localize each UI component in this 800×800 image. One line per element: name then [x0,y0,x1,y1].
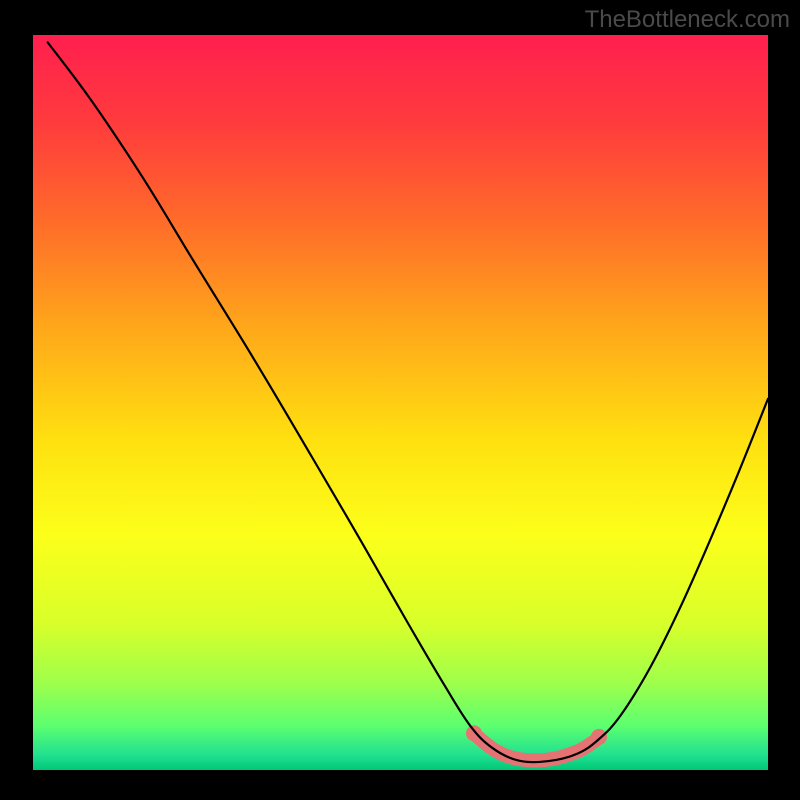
chart-svg [33,35,768,770]
watermark-label: TheBottleneck.com [585,6,790,34]
bottleneck-chart: TheBottleneck.com [0,0,800,800]
plot-area [33,35,768,770]
highlight-endcap [466,725,482,741]
gradient-background [33,35,768,770]
